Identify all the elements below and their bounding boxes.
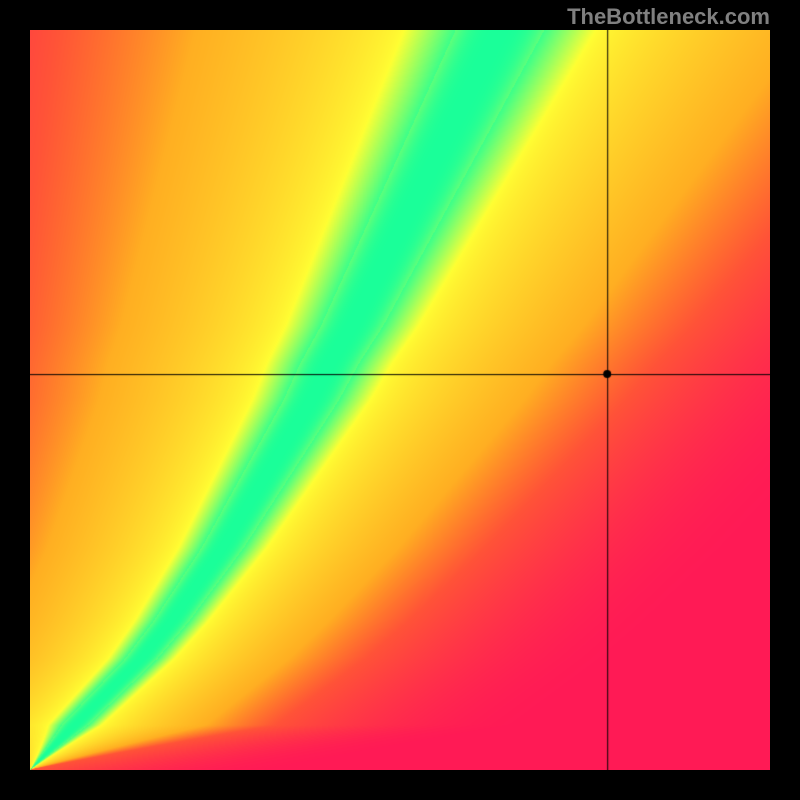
crosshair-overlay [30,30,770,770]
heatmap-plot-area [30,30,770,770]
watermark-text: TheBottleneck.com [567,4,770,30]
